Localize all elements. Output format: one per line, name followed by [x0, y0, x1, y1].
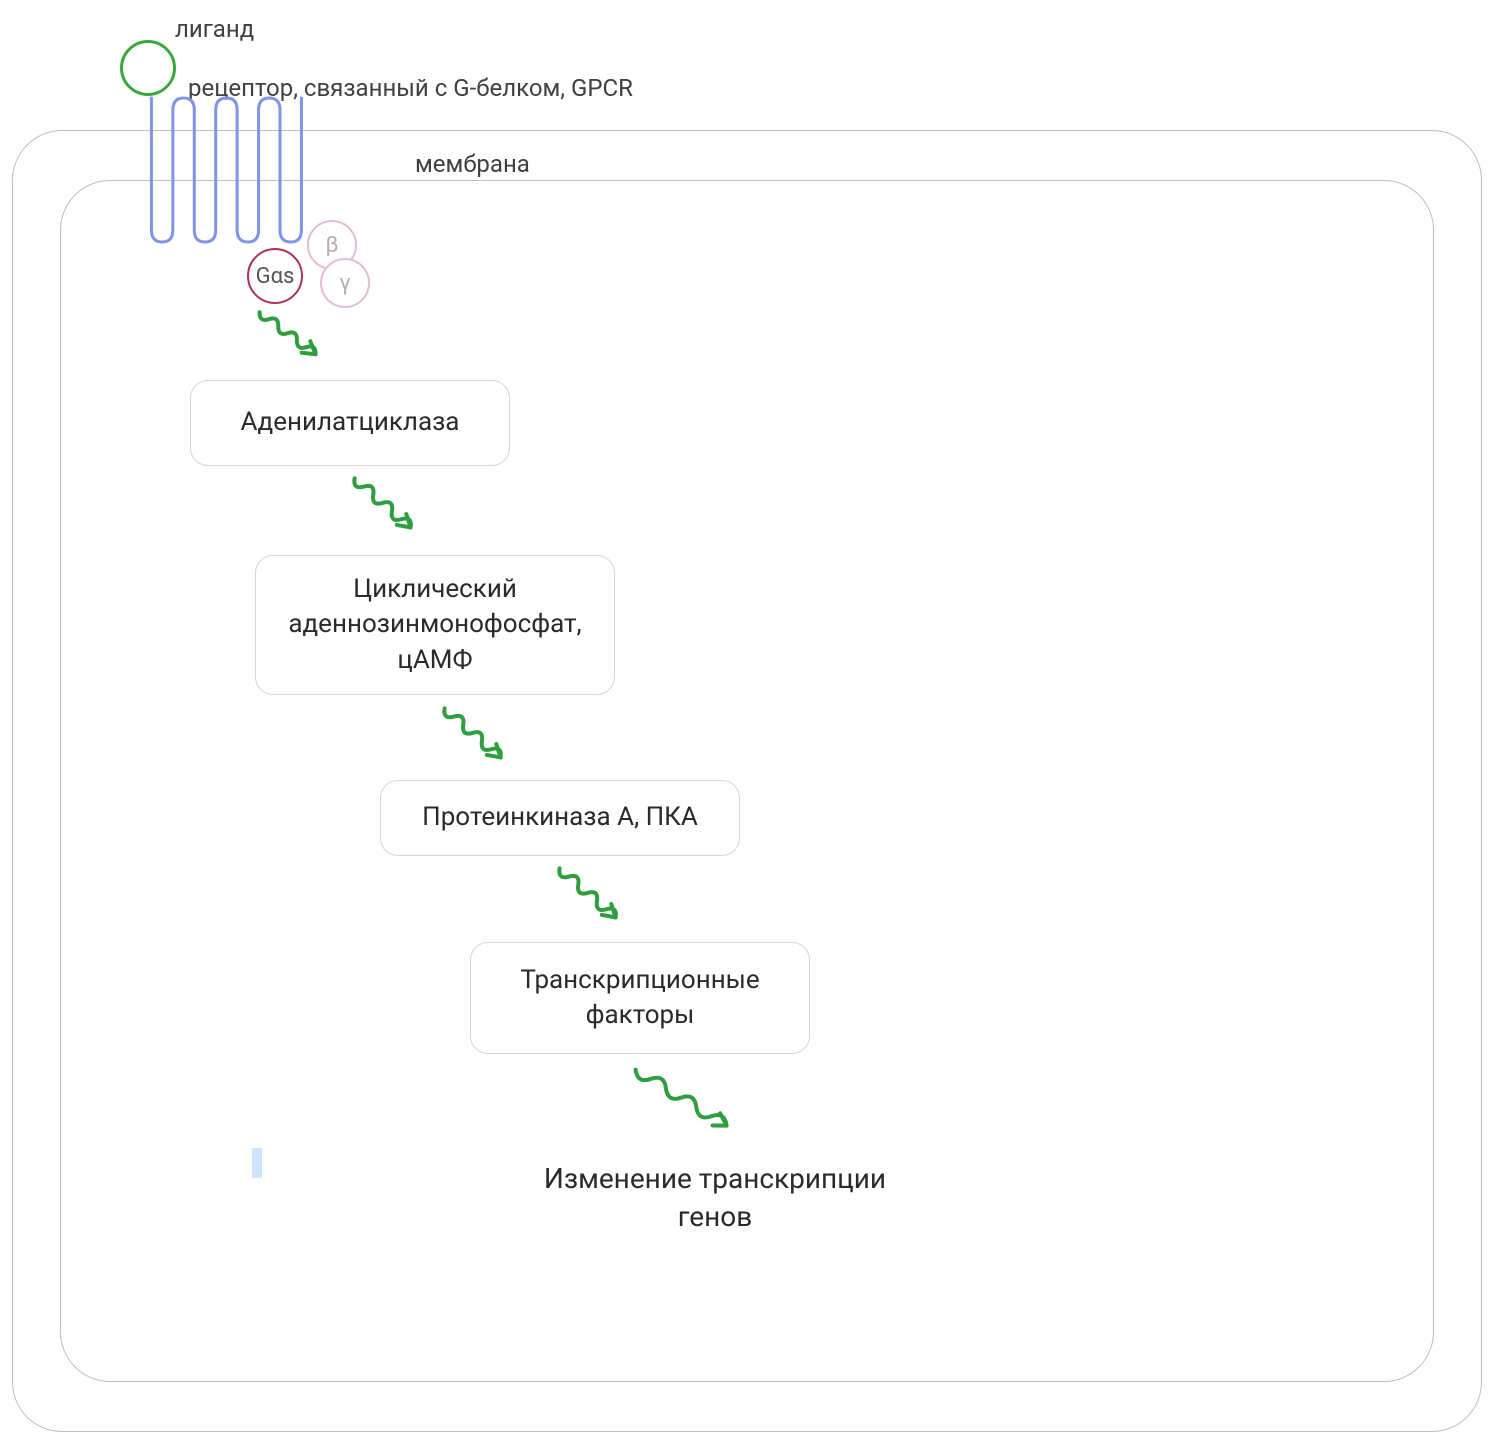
pathway-step-box: Аденилатциклаза [190, 380, 510, 466]
pathway-step-box: Циклическийаденнозинмонофосфат,цАМФ [255, 555, 615, 695]
box-text: Циклическийаденнозинмонофосфат,цАМФ [288, 572, 581, 677]
box-text: Протеинкиназа А, ПКА [422, 800, 698, 835]
cascade-arrow-icon [620, 1060, 750, 1140]
cascade-arrow-icon [550, 860, 630, 930]
result-span: Изменение транскрипциигенов [544, 1162, 886, 1233]
cascade-arrow-icon [435, 700, 515, 770]
diagram-canvas: лиганд рецептор, связанный с G-белком, G… [0, 0, 1492, 1454]
gpcr-receptor-icon [145, 90, 295, 250]
cascade-arrow-icon [250, 305, 330, 365]
g-alpha-s-subunit: Gαs [247, 248, 303, 304]
membrane-label: мембрана [415, 150, 530, 178]
ligand-icon [120, 40, 176, 96]
box-text: Аденилатциклаза [241, 405, 460, 440]
cascade-arrow-icon [345, 470, 425, 540]
pathway-step-box: Протеинкиназа А, ПКА [380, 780, 740, 856]
pathway-result-text: Изменение транскрипциигенов [495, 1160, 935, 1236]
ligand-label: лиганд [175, 15, 254, 43]
text-cursor-highlight [252, 1148, 262, 1178]
pathway-step-box: Транскрипционныефакторы [470, 942, 810, 1054]
gamma-text: γ [339, 271, 350, 296]
g-gamma-subunit: γ [320, 258, 370, 308]
gas-text: Gαs [256, 264, 295, 289]
box-text: Транскрипционныефакторы [520, 963, 759, 1033]
beta-text: β [325, 233, 338, 258]
